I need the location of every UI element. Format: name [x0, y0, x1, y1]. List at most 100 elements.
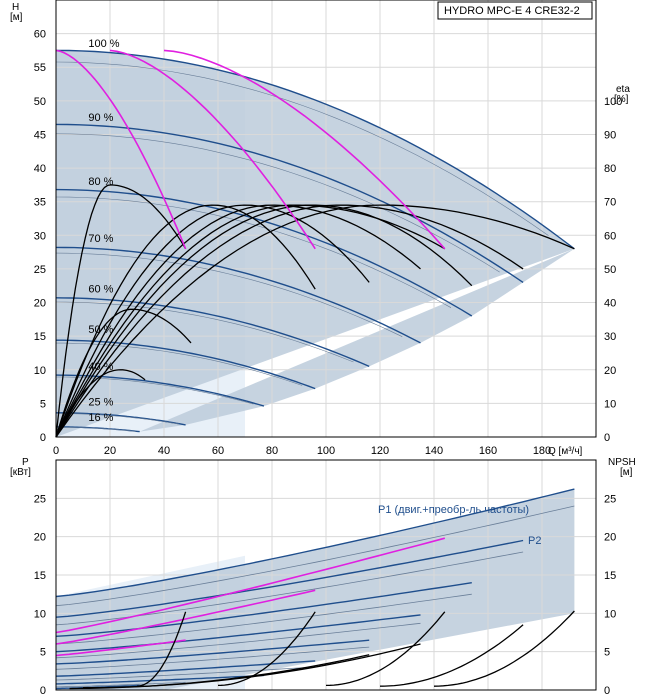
npsh-curve — [433, 610, 575, 687]
head-plot-frame — [55, 0, 597, 438]
head-y-tick-label: 5 — [40, 398, 46, 410]
power-curve — [55, 646, 370, 670]
speed-label: 50 % — [88, 324, 113, 336]
power-y-tick-label: 15 — [34, 570, 46, 582]
power-curve — [55, 614, 421, 653]
power-curve — [55, 666, 316, 681]
eta-y-tick-label: 60 — [604, 230, 616, 242]
npsh-curve — [69, 654, 370, 690]
head-y-tick-label: 35 — [34, 197, 46, 209]
npsh-curve — [136, 611, 187, 687]
magenta-head-curve — [109, 49, 316, 250]
power-plot-frame — [55, 459, 597, 691]
speed-label: 40 % — [88, 361, 113, 373]
eta-y-tick-label: 20 — [604, 365, 616, 377]
eta-y-tick-label: 0 — [604, 432, 610, 444]
npsh-y-tick-label: 0 — [604, 685, 610, 697]
eta-y-tick-label: 90 — [604, 129, 616, 141]
head-y-tick-label: 50 — [34, 96, 46, 108]
power-curve — [55, 593, 472, 645]
system-head-curve — [55, 297, 370, 368]
head-axis-label: H [м] — [10, 2, 23, 23]
eta-axis-label-line1: eta — [616, 84, 630, 95]
head-y-tick-label: 60 — [34, 29, 46, 41]
speed-label: 25 % — [88, 396, 113, 408]
magenta-head-curve — [55, 49, 187, 250]
thin-head-curve — [55, 252, 403, 337]
system-head-curve — [55, 123, 524, 283]
eta-y-tick-label: 80 — [604, 163, 616, 175]
power-axis-label: P [кВт] — [10, 457, 31, 478]
head-curves — [55, 49, 575, 438]
npsh-axis-label-line2: [м] — [620, 467, 633, 478]
power-curve — [55, 488, 575, 598]
flow-axis-label: Q [м³/ч] — [548, 446, 583, 457]
p2-curve-label: P2 — [528, 535, 541, 547]
power-y-tick-label: 25 — [34, 493, 46, 505]
eta-y-tick-label: 40 — [604, 298, 616, 310]
magenta-power-curve — [55, 589, 316, 645]
head-y-ticks: 0 5 10 15 20 25 30 35 40 45 50 55 60 — [34, 29, 46, 444]
head-y-tick-label: 20 — [34, 298, 46, 310]
flow-x-tick-label: 20 — [104, 445, 116, 457]
eta-y-ticks: 0 10 20 30 40 50 60 70 80 90 100 — [604, 96, 622, 444]
head-flow-panel: 0 5 10 15 20 25 30 35 40 45 50 55 60 0 10 20 30 40 50 60 70… — [10, 0, 630, 457]
head-axis-label-line2: [м] — [10, 12, 23, 23]
npsh-y-ticks: 0 5 10 15 20 25 — [604, 493, 616, 697]
npsh-axis-label: NPSH [м] — [608, 457, 639, 478]
power-curve — [55, 674, 264, 685]
power-y-tick-label: 10 — [34, 608, 46, 620]
power-y-tick-label: 20 — [34, 532, 46, 544]
system-head-curve — [56, 339, 316, 390]
system-head-curve — [55, 49, 575, 250]
flow-x-tick-label: 160 — [479, 445, 497, 457]
power-curve — [55, 622, 421, 659]
thin-head-curve — [56, 413, 180, 425]
flow-x-tick-label: 100 — [317, 445, 335, 457]
speed-label: 16 % — [88, 412, 113, 424]
power-y-ticks: 0 5 10 15 20 25 — [34, 493, 46, 697]
head-y-tick-label: 30 — [34, 230, 46, 242]
efficiency-curve — [55, 204, 446, 438]
power-npsh-panel: 0 5 10 15 20 25 0 5 10 15 20 25 P [кВт] NPSH [м] P… — [10, 457, 639, 697]
efficiency-curve — [55, 308, 192, 438]
power-y-tick-label: 0 — [40, 685, 46, 697]
power-axis-label-line1: P — [22, 457, 29, 468]
p1-curve-label: P1 (двиг.+преобр-ль частоты) — [378, 504, 529, 516]
speed-label: 70 % — [88, 233, 113, 245]
power-curve — [55, 582, 472, 637]
chart-title: HYDRO MPC-E 4 CRE32-2 — [444, 5, 580, 17]
flow-x-tick-label: 0 — [53, 445, 59, 457]
npsh-curve — [379, 624, 524, 687]
magenta-head-curve — [163, 49, 446, 250]
flow-x-tick-label: 40 — [158, 445, 170, 457]
operating-range-band — [56, 50, 575, 438]
head-axis-label-line1: H — [12, 2, 19, 13]
npsh-curve — [325, 611, 446, 687]
power-band — [56, 489, 575, 690]
power-curve — [55, 639, 370, 665]
power-curve — [55, 505, 575, 607]
efficiency-curve — [55, 204, 575, 438]
npsh-y-tick-label: 15 — [604, 570, 616, 582]
efficiency-curve — [55, 204, 370, 438]
system-head-curve — [55, 246, 421, 344]
flow-x-tick-label: 180 — [533, 445, 551, 457]
power-curve — [55, 539, 524, 618]
npsh-axis-label-line1: NPSH — [608, 457, 636, 468]
thin-head-curve — [56, 342, 303, 386]
flow-x-tick-label: 140 — [425, 445, 443, 457]
system-head-curve — [55, 374, 265, 407]
efficiency-curve — [55, 204, 473, 438]
flow-x-ticks: 0 20 40 60 80 100 120 140 160 180 — [53, 445, 551, 457]
power-axis-label-line2: [кВт] — [10, 467, 31, 478]
magenta-power-curve — [55, 639, 186, 657]
eta-y-tick-label: 70 — [604, 197, 616, 209]
speed-labels: 100 % 90 % 80 % 70 % 60 % 50 % 40 % 25 % 16 % — [88, 38, 119, 424]
magenta-power-curve — [55, 537, 446, 634]
eta-axis-label-line2: [%] — [614, 94, 629, 105]
flow-x-tick-label: 80 — [266, 445, 278, 457]
head-y-tick-label: 40 — [34, 163, 46, 175]
main-band-region — [56, 50, 575, 438]
